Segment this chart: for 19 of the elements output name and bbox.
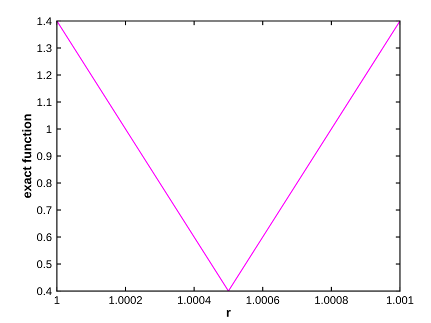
- y-tick-label: 1.1: [37, 98, 52, 106]
- x-tick-label: 1.0004: [178, 296, 211, 304]
- y-tick-label: 0.8: [37, 179, 52, 188]
- x-tick-label: 1.0002: [109, 296, 142, 304]
- x-tick-label: 1: [54, 296, 60, 304]
- x-tick-label: 1.0006: [246, 296, 280, 304]
- x-tick-label: 1.001: [386, 296, 414, 304]
- y-tick-label: 1.4: [37, 17, 52, 26]
- x-axis-title: r: [226, 310, 231, 317]
- y-tick-label: 1.3: [37, 44, 52, 52]
- y-axis-title: exact function: [22, 114, 32, 198]
- x-tick-label: 1.0008: [315, 296, 348, 304]
- y-tick-label: 0.5: [37, 260, 52, 268]
- y-tick-label: 0.9: [37, 152, 52, 160]
- y-tick-label: 0.6: [37, 233, 52, 242]
- y-tick-label: 0.7: [37, 206, 52, 214]
- y-tick-label: 1: [46, 125, 52, 134]
- y-tick-label: 1.2: [37, 71, 52, 80]
- y-tick-label: 0.4: [37, 287, 52, 296]
